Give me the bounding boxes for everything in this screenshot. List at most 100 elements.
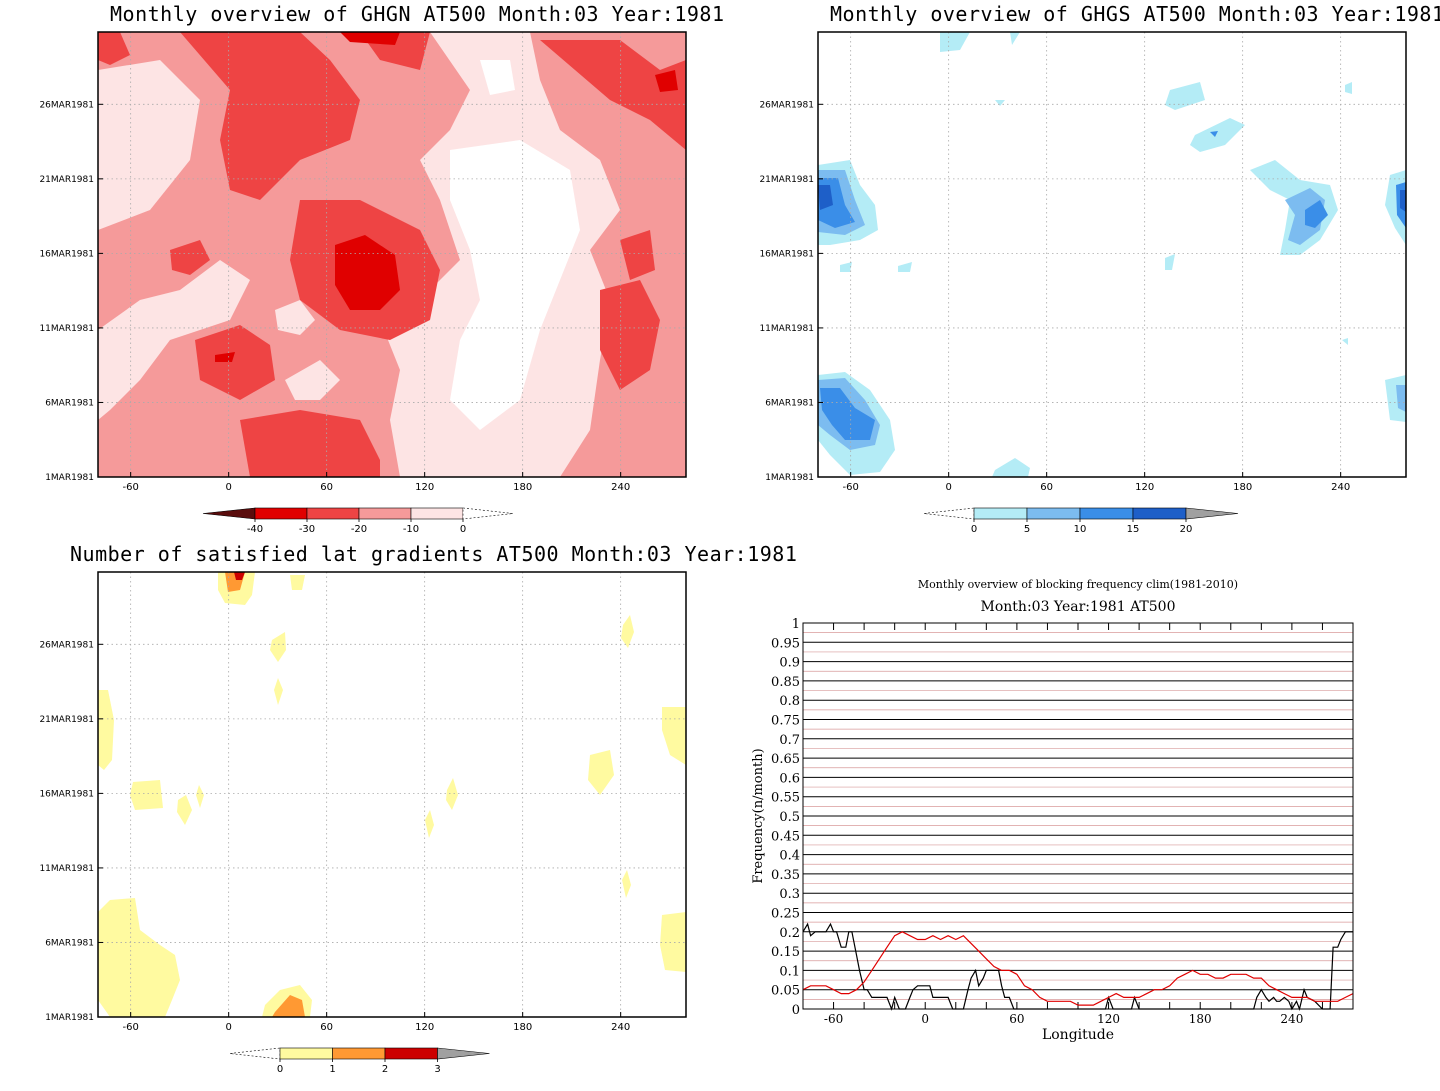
line-chart-xticks: -60 0 60 120 180 240 — [802, 623, 1354, 1026]
gradients-yellow-region — [130, 780, 163, 810]
gradients-yellow-region — [290, 575, 305, 590]
ghgs-mark — [1210, 131, 1218, 137]
gradients-yellow-region — [98, 690, 114, 770]
y-tick-label: 6MAR1981 — [45, 398, 94, 408]
colorbar-label: 2 — [382, 1064, 388, 1075]
gradients-yticks: 1MAR1981 6MAR1981 11MAR1981 16MAR1981 21MAR1… — [39, 640, 103, 1023]
ghgn-dark-region — [540, 40, 686, 150]
gradients-orange-region — [272, 995, 305, 1017]
x-tick-label: 180 — [513, 1022, 532, 1033]
ghgn-colorbar: -40 -30 -20 -10 0 — [202, 507, 514, 535]
y-tick-label: 26MAR1981 — [39, 100, 94, 110]
ghgn-chart-title: Monthly overview of GHGN AT500 Month:03 … — [110, 2, 725, 26]
ghgs-chart-title: Monthly overview of GHGS AT500 Month:03 … — [830, 2, 1440, 26]
y-tick-label: 0.15 — [771, 945, 800, 960]
gradients-red-region — [234, 572, 245, 580]
ghgs-strongest-region — [818, 185, 833, 210]
y-tick-label: 11MAR1981 — [759, 324, 814, 334]
ghgn-light-region — [98, 260, 250, 420]
gradients-chart-title: Number of satisfied lat gradients AT500 … — [70, 542, 798, 566]
gradients-yellow-region — [588, 750, 614, 795]
x-tick-label: 180 — [1189, 1012, 1212, 1026]
x-tick-label: 0 — [945, 482, 951, 493]
colorbar-segment — [384, 1047, 438, 1060]
ghgn-dark-region — [170, 240, 210, 275]
x-tick-label: 120 — [415, 482, 434, 493]
x-tick-label: 60 — [1040, 482, 1053, 493]
colorbar-label: 20 — [1180, 524, 1193, 535]
ghgn-strong-region — [655, 70, 678, 92]
gradients-yellow-region — [98, 898, 180, 1017]
ghgn-heatmap: -60 0 60 120 180 240 1MAR1981 6MAR1981 11MAR198… — [39, 31, 687, 535]
x-tick-label: 180 — [513, 482, 532, 493]
x-tick-label: 0 — [225, 482, 231, 493]
ghgn-dark-region — [98, 32, 130, 65]
x-tick-label: 240 — [611, 1022, 630, 1033]
ghgs-light-region — [1165, 82, 1205, 110]
ghgs-yticks: 1MAR1981 6MAR1981 11MAR1981 16MAR1981 21MAR1… — [759, 100, 823, 483]
ghgn-yticks: 1MAR1981 6MAR1981 11MAR1981 16MAR1981 21MAR1… — [39, 100, 103, 483]
colorbar-label: -20 — [351, 524, 367, 535]
y-tick-label: 0.05 — [771, 984, 800, 999]
x-tick-label: 240 — [611, 482, 630, 493]
ghgn-white-spot — [480, 60, 515, 95]
colorbar-segment — [410, 507, 464, 520]
ghgn-light-region — [98, 60, 200, 230]
blocking-frequency-line-chart: Monthly overview of blocking frequency c… — [751, 578, 1354, 1043]
ghgs-light-region — [1345, 82, 1352, 94]
x-tick-label: 120 — [415, 1022, 434, 1033]
gradients-yellow-region — [662, 707, 686, 765]
gradients-yellow-region — [621, 615, 634, 648]
y-tick-label: 0.75 — [771, 714, 800, 729]
x-tick-label: 60 — [1009, 1012, 1024, 1026]
y-tick-label: 1MAR1981 — [45, 1013, 94, 1023]
gradients-base-fill — [98, 572, 686, 1017]
colorbar-low-triangle — [229, 1047, 281, 1060]
ghgs-grid — [818, 32, 1406, 477]
y-tick-label: 0 — [792, 1003, 800, 1018]
colorbar-label: 3 — [434, 1064, 440, 1075]
y-tick-label: 16MAR1981 — [39, 249, 94, 259]
gradients-xticks: -60 0 60 120 180 240 — [122, 1012, 630, 1033]
ghgs-light-region — [840, 262, 852, 272]
ghgs-frame — [817, 31, 1407, 478]
colorbar-label: 0 — [277, 1064, 283, 1075]
colorbar-low-triangle — [202, 507, 256, 520]
line-chart-xlabel: Longitude — [1042, 1027, 1114, 1043]
y-tick-label: 0.1 — [779, 964, 800, 979]
y-tick-label: 0.35 — [771, 868, 800, 883]
y-tick-label: 21MAR1981 — [759, 175, 814, 185]
ghgs-light-region — [1342, 338, 1348, 345]
y-tick-label: 0.65 — [771, 752, 800, 767]
y-tick-label: 0.3 — [779, 887, 800, 902]
ghgn-light-region — [275, 300, 315, 335]
ghgn-strong-region — [340, 32, 400, 45]
gradients-colorbar: 0 1 2 3 — [229, 1047, 490, 1075]
y-tick-label: 1MAR1981 — [45, 473, 94, 483]
gradients-frame — [97, 571, 687, 1018]
x-tick-label: -60 — [842, 482, 858, 493]
colorbar-label: -40 — [247, 524, 263, 535]
y-tick-label: 0.8 — [779, 694, 800, 709]
colorbar-high-triangle — [1185, 507, 1239, 520]
colorbar-segment — [279, 1047, 333, 1060]
y-tick-label: 0.2 — [779, 926, 800, 941]
line-chart-frame — [802, 622, 1354, 1010]
line-chart-ylabel: Frequency(n/month) — [751, 748, 766, 883]
ghgn-dark-region — [600, 280, 660, 390]
colorbar-high-triangle — [437, 1047, 490, 1060]
x-tick-label: -60 — [122, 482, 138, 493]
line-chart-gridlines — [803, 622, 1353, 1010]
y-tick-label: 21MAR1981 — [39, 175, 94, 185]
ghgs-light-region — [995, 100, 1005, 106]
line-chart-series — [802, 922, 1354, 1012]
colorbar-segment — [332, 1047, 386, 1060]
gradients-yellow-region — [622, 870, 631, 898]
y-tick-label: 6MAR1981 — [765, 398, 814, 408]
x-tick-label: 240 — [1280, 1012, 1303, 1026]
ghgs-light-region — [1165, 254, 1175, 270]
x-tick-label: 120 — [1097, 1012, 1120, 1026]
colorbar-label: 1 — [329, 1064, 335, 1075]
y-tick-label: 0.7 — [779, 733, 800, 748]
ghgs-light-region — [1190, 118, 1245, 152]
